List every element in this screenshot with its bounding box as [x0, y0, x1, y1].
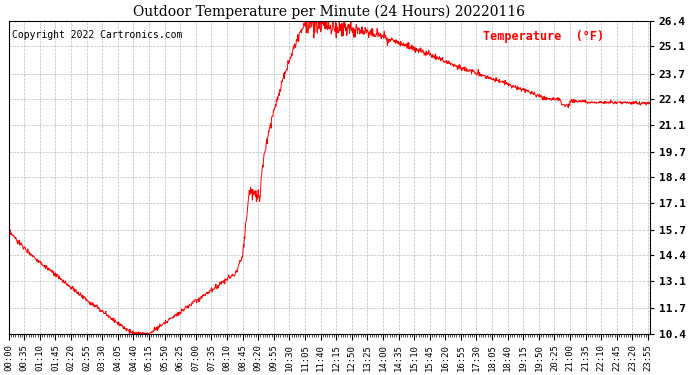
Text: Copyright 2022 Cartronics.com: Copyright 2022 Cartronics.com	[12, 30, 182, 40]
Text: Temperature  (°F): Temperature (°F)	[483, 30, 604, 44]
Title: Outdoor Temperature per Minute (24 Hours) 20220116: Outdoor Temperature per Minute (24 Hours…	[133, 4, 525, 18]
